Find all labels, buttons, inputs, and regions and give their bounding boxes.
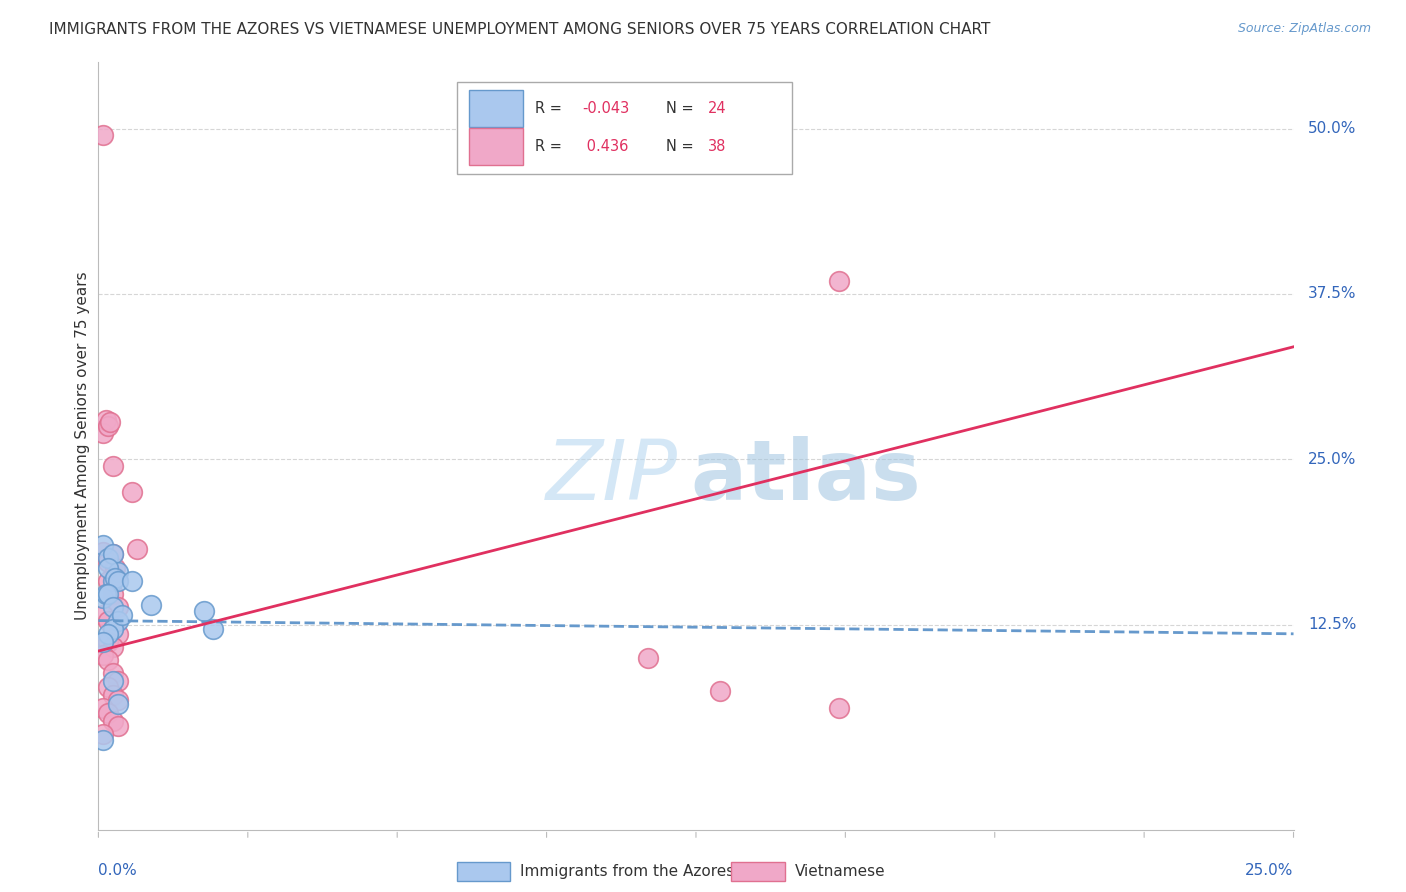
Point (107, 719, 129, 733)
FancyBboxPatch shape (470, 128, 523, 165)
Point (121, 485, 143, 500)
Point (193, 604, 215, 618)
Point (97, 627, 120, 641)
Point (91, 608, 114, 623)
Point (91, 538, 114, 552)
Text: -0.043: -0.043 (582, 101, 630, 116)
Text: N =: N = (666, 139, 699, 154)
Point (101, 622, 124, 636)
Point (101, 688, 124, 702)
Point (91, 634, 114, 648)
Point (107, 600, 129, 615)
Point (828, 274, 851, 288)
Point (91, 701, 114, 715)
Point (98, 415, 122, 429)
Point (97, 551, 120, 566)
Point (104, 560, 127, 574)
Point (97, 680, 120, 694)
Point (125, 542, 148, 557)
Point (97, 574, 120, 588)
Point (107, 565, 129, 579)
Point (828, 701, 851, 715)
Point (101, 458, 124, 473)
Point (121, 574, 143, 588)
Point (97, 555, 120, 569)
Point (101, 666, 124, 681)
Point (101, 574, 124, 588)
Point (97, 419, 120, 434)
Point (709, 683, 731, 698)
Point (101, 548, 124, 562)
Point (101, 600, 124, 615)
Text: 24: 24 (709, 101, 727, 116)
Point (101, 568, 124, 582)
Point (91, 425, 114, 440)
Point (91, 545, 114, 559)
Point (94, 587, 117, 601)
Point (91, 732, 114, 747)
Text: IMMIGRANTS FROM THE AZORES VS VIETNAMESE UNEMPLOYMENT AMONG SENIORS OVER 75 YEAR: IMMIGRANTS FROM THE AZORES VS VIETNAMESE… (49, 22, 991, 37)
Text: R =: R = (534, 101, 567, 116)
Point (101, 548, 124, 562)
Point (91, 128, 114, 143)
Y-axis label: Unemployment Among Seniors over 75 years: Unemployment Among Seniors over 75 years (75, 272, 90, 620)
Text: Vietnamese: Vietnamese (794, 864, 884, 879)
Text: 25.0%: 25.0% (1246, 863, 1294, 878)
Text: 37.5%: 37.5% (1308, 286, 1357, 301)
FancyBboxPatch shape (470, 90, 523, 127)
Point (107, 693, 129, 707)
Point (91, 591, 114, 606)
Point (97, 587, 120, 601)
Point (97, 653, 120, 667)
Point (107, 627, 129, 641)
Text: Source: ZipAtlas.com: Source: ZipAtlas.com (1237, 22, 1371, 36)
Point (101, 640, 124, 654)
Text: R =: R = (534, 139, 567, 154)
Point (107, 674, 129, 689)
Point (94, 412, 117, 426)
Point (107, 614, 129, 628)
Point (91, 648, 114, 662)
Text: 38: 38 (709, 139, 727, 154)
Point (101, 674, 124, 689)
Point (104, 571, 127, 585)
Text: 50.0%: 50.0% (1308, 121, 1357, 136)
Point (107, 697, 129, 711)
Text: 25.0%: 25.0% (1308, 451, 1357, 467)
Point (111, 608, 134, 623)
Text: 12.5%: 12.5% (1308, 617, 1357, 632)
Point (91, 727, 114, 741)
Text: 0.0%: 0.0% (98, 863, 138, 878)
Point (202, 622, 225, 636)
Point (97, 634, 120, 648)
Point (107, 574, 129, 588)
Point (101, 714, 124, 728)
Point (97, 560, 120, 574)
Text: ZIP: ZIP (546, 436, 678, 517)
Text: 0.436: 0.436 (582, 139, 628, 154)
Text: atlas: atlas (690, 436, 921, 517)
Point (101, 622, 124, 636)
Point (139, 598, 162, 612)
Text: Immigrants from the Azores: Immigrants from the Azores (520, 864, 734, 879)
Point (637, 650, 659, 665)
Point (101, 587, 124, 601)
Text: N =: N = (666, 101, 699, 116)
Point (97, 706, 120, 721)
FancyBboxPatch shape (457, 81, 792, 174)
Point (97, 614, 120, 628)
